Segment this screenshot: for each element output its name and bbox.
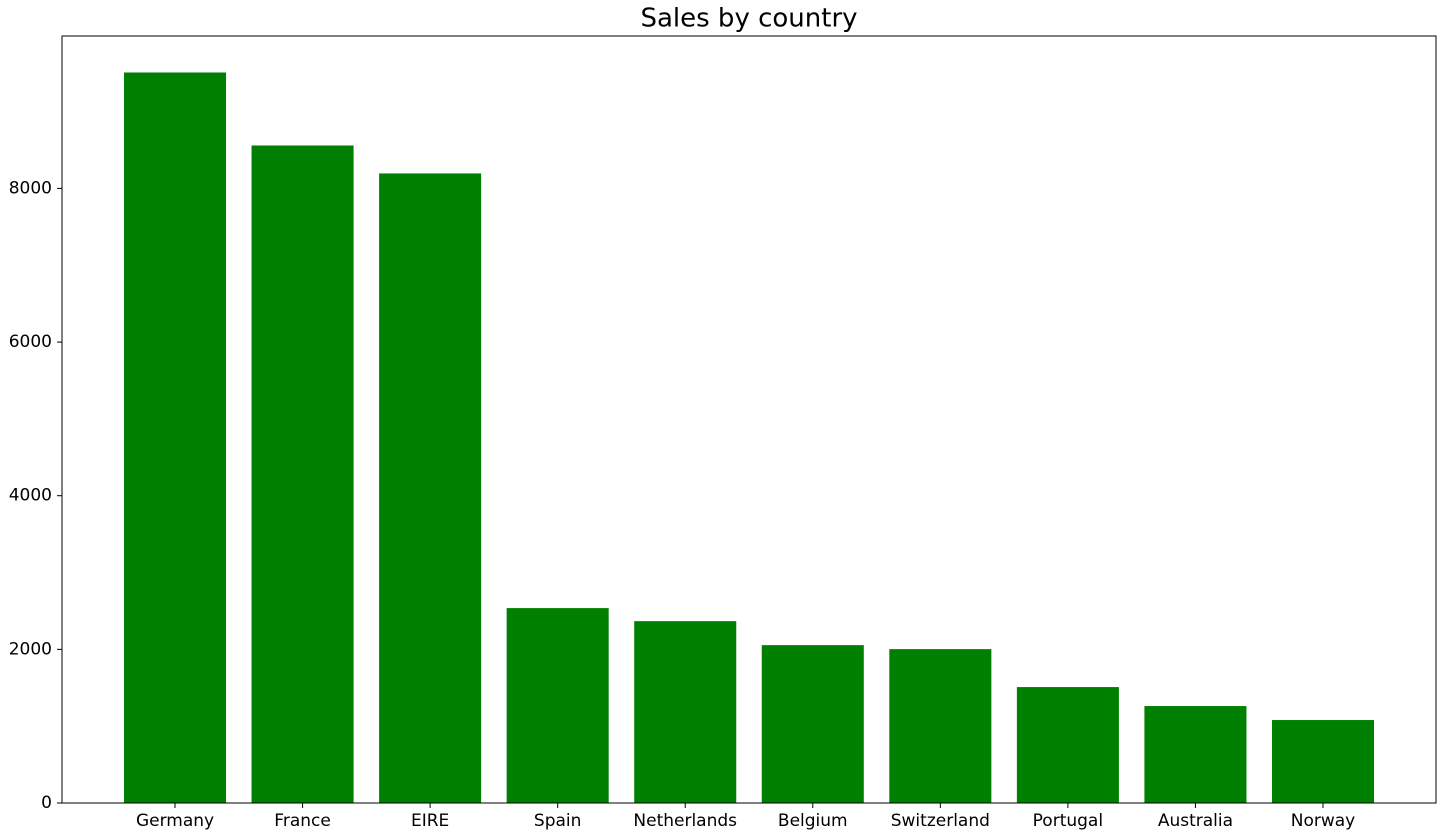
bar <box>1144 706 1247 803</box>
x-tick-label: Belgium <box>778 811 848 831</box>
bar <box>634 621 737 803</box>
plot-frame <box>61 35 1437 804</box>
bar <box>1016 687 1119 803</box>
x-tick-label: Norway <box>1291 811 1356 831</box>
bar <box>889 649 992 803</box>
bar <box>761 645 864 803</box>
y-tick-label: 8000 <box>9 178 52 198</box>
bar <box>1271 720 1375 803</box>
x-tick-label: EIRE <box>411 811 449 831</box>
bar <box>251 145 354 803</box>
y-tick-label: 6000 <box>9 332 52 352</box>
x-tick-label: Netherlands <box>633 811 737 831</box>
x-tick-label: Switzerland <box>891 811 990 831</box>
y-tick-label: 2000 <box>9 639 52 659</box>
x-tick-label: Australia <box>1158 811 1233 831</box>
x-tick-label: France <box>274 811 331 831</box>
bar <box>123 72 227 803</box>
x-tick-label: Portugal <box>1033 811 1103 831</box>
x-tick-label: Germany <box>136 811 214 831</box>
bar <box>506 608 609 803</box>
x-tick-label: Spain <box>534 811 582 831</box>
y-tick-label: 0 <box>41 793 52 813</box>
y-tick-label: 4000 <box>9 486 52 506</box>
bar <box>379 173 482 803</box>
chart-title: Sales by country <box>640 4 857 34</box>
